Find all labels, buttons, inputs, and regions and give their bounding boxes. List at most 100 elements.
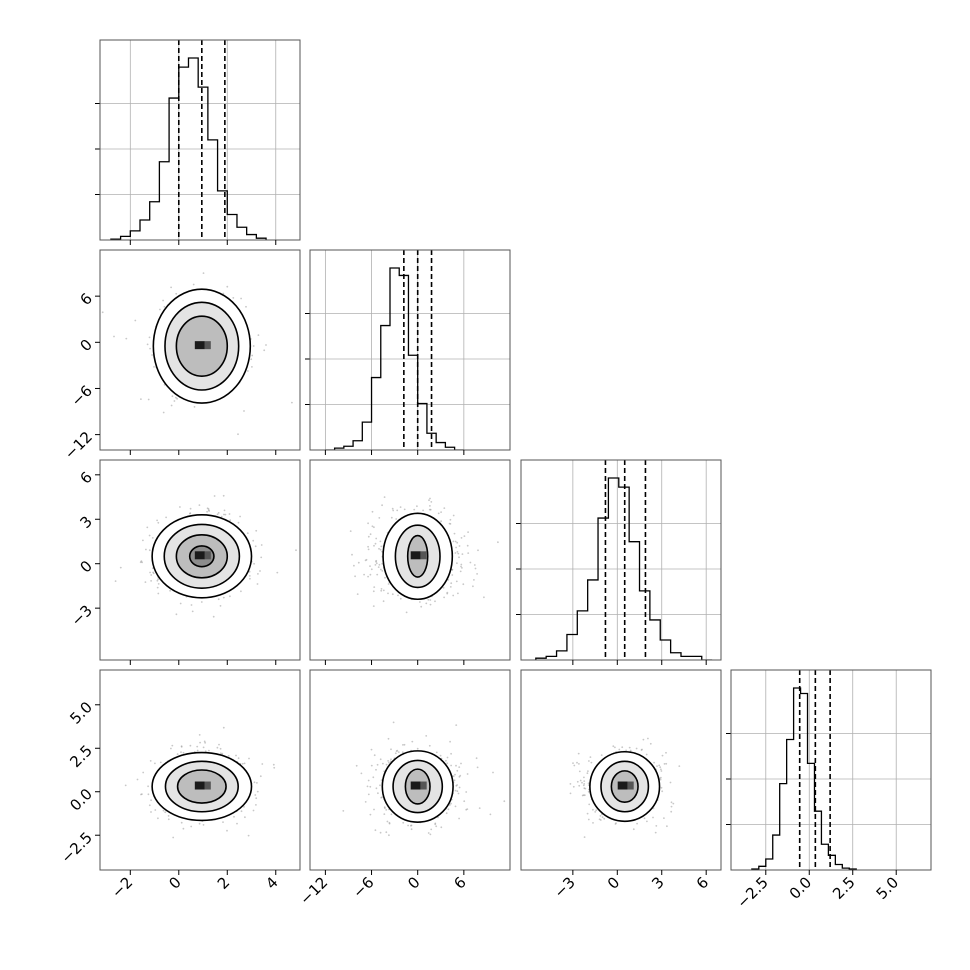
sample-point — [390, 748, 392, 751]
histogram-step — [751, 687, 857, 870]
y-tick-label: 3 — [77, 513, 96, 532]
sample-point — [149, 760, 152, 762]
sample-point — [383, 806, 386, 809]
sample-point — [222, 821, 224, 823]
sample-point — [354, 575, 356, 578]
sample-point — [217, 598, 220, 601]
sample-point — [478, 807, 481, 809]
sample-point — [583, 836, 586, 838]
sample-point — [465, 808, 468, 811]
sample-point — [380, 588, 383, 590]
sample-point — [588, 803, 591, 806]
sample-point — [578, 784, 581, 787]
sample-point — [595, 809, 598, 812]
sample-point — [216, 513, 219, 516]
sample-point — [379, 784, 381, 787]
sample-point — [435, 825, 438, 828]
sample-point — [584, 787, 587, 790]
sample-point — [455, 546, 457, 549]
sample-point — [226, 829, 228, 832]
scatter-panel-2-4 — [342, 721, 506, 837]
sample-point — [167, 815, 170, 817]
sample-point — [248, 757, 250, 760]
y-tick-label: 2.5 — [66, 742, 96, 772]
sample-point — [349, 530, 352, 532]
sample-point — [149, 347, 152, 350]
sample-point — [402, 744, 404, 746]
sample-point — [373, 544, 375, 547]
sample-point — [376, 573, 379, 576]
sample-point — [229, 595, 231, 598]
sample-point — [455, 724, 458, 726]
sample-point — [455, 764, 457, 767]
sample-point — [387, 737, 390, 740]
sample-point — [162, 411, 165, 414]
sample-point — [257, 334, 260, 336]
x-tick-label: 0 — [165, 873, 184, 892]
sample-point — [377, 792, 379, 795]
sample-point — [403, 508, 406, 511]
sample-point — [163, 305, 166, 308]
sample-point — [427, 832, 430, 834]
sample-point — [635, 747, 638, 750]
sample-point — [260, 544, 263, 546]
sample-point — [151, 354, 154, 356]
sample-point — [645, 753, 648, 756]
sample-point — [375, 537, 378, 540]
sample-point — [618, 748, 621, 751]
sample-point — [459, 570, 462, 573]
sample-point — [448, 804, 451, 806]
sample-point — [446, 756, 449, 759]
scatter-panel-1-3 — [114, 494, 297, 618]
sample-point — [387, 760, 389, 762]
sample-point — [646, 820, 648, 823]
sample-point — [472, 585, 474, 588]
sample-point — [380, 589, 383, 592]
x-tick-label: 2.5 — [829, 873, 859, 903]
sample-point — [381, 570, 384, 572]
sample-point — [380, 568, 382, 571]
panel-frame — [309, 459, 511, 661]
density-core — [420, 551, 427, 560]
sample-point — [208, 749, 210, 752]
sample-point — [254, 794, 257, 796]
sample-point — [373, 526, 375, 529]
sample-point — [583, 776, 585, 779]
sample-point — [640, 749, 643, 751]
sample-point — [221, 752, 224, 755]
sample-point — [162, 809, 165, 812]
sample-point — [458, 817, 460, 820]
sample-point — [170, 747, 172, 750]
sample-point — [659, 778, 662, 781]
x-tick-label: −3 — [550, 873, 578, 901]
sample-point — [402, 821, 405, 824]
sample-point — [142, 539, 144, 542]
sample-point — [162, 299, 165, 302]
sample-point — [241, 762, 244, 765]
sample-point — [272, 763, 275, 766]
panel-frame — [99, 39, 301, 241]
sample-point — [374, 564, 377, 566]
sample-point — [434, 600, 436, 603]
sample-point — [219, 605, 222, 607]
sample-point — [256, 790, 259, 793]
sample-point — [439, 754, 442, 757]
density-core — [194, 341, 205, 350]
sample-point — [175, 613, 178, 616]
sample-point — [265, 344, 267, 346]
sample-point — [369, 813, 372, 816]
sample-point — [219, 752, 222, 755]
sample-point — [252, 809, 255, 812]
sample-point — [443, 507, 446, 509]
histogram-step — [325, 267, 464, 450]
sample-point — [351, 553, 353, 556]
sample-point — [156, 586, 159, 589]
sample-point — [224, 513, 227, 516]
sample-point — [243, 410, 245, 412]
sample-point — [252, 539, 255, 542]
sample-point — [140, 398, 142, 400]
sample-point — [222, 596, 225, 599]
y-tick-label: 0 — [77, 336, 96, 355]
sample-point — [594, 811, 597, 813]
